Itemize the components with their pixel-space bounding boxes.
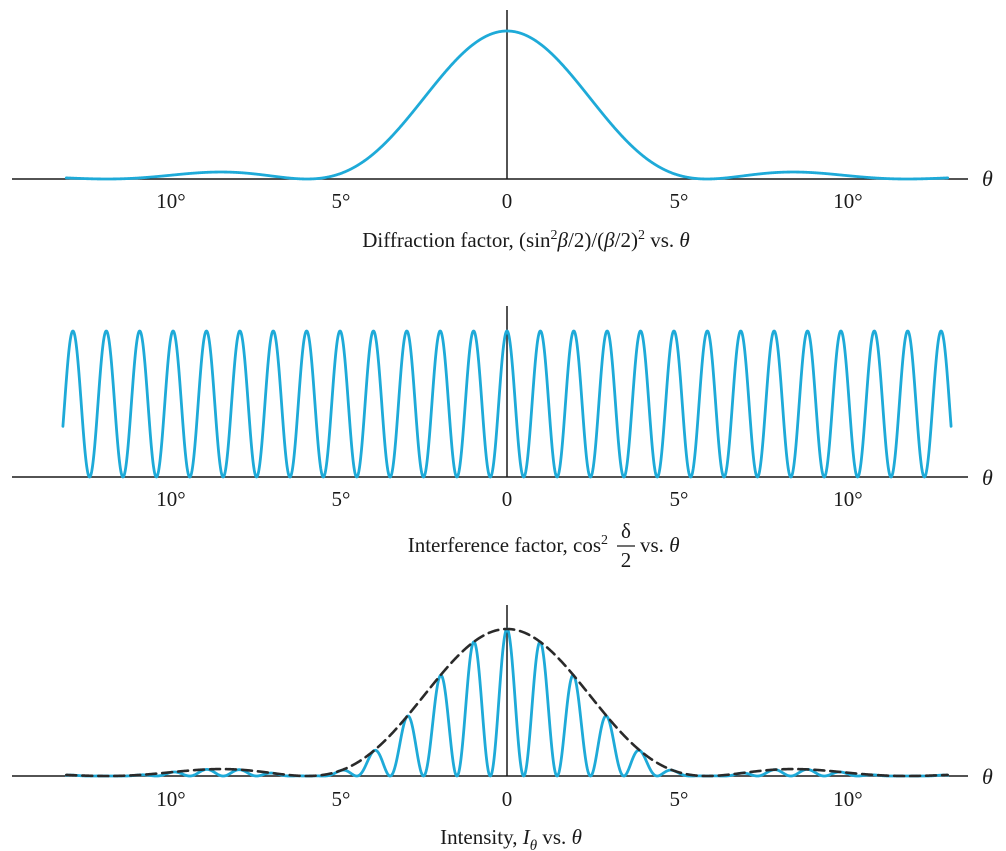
x-tick-label-neg10: 10° xyxy=(156,787,185,811)
x-tick-label-5: 5° xyxy=(670,487,689,511)
diffraction-panel: 10° 5° 0 5° 10° θ Diffraction factor, (s… xyxy=(12,10,993,252)
svg-text:Interference factor, cos2: Interference factor, cos2 xyxy=(408,533,608,557)
interference-curve xyxy=(61,329,953,479)
x-tick-label-10: 10° xyxy=(833,787,862,811)
x-tick-label-10: 10° xyxy=(833,487,862,511)
x-tick-label-neg5: 5° xyxy=(332,787,351,811)
x-tick-label-5: 5° xyxy=(670,189,689,213)
x-tick-label-neg5: 5° xyxy=(332,487,351,511)
caption-fraction-denominator: 2 xyxy=(621,548,632,572)
x-axis-label: θ xyxy=(982,465,993,490)
x-tick-label-neg10: 10° xyxy=(156,189,185,213)
x-axis-label: θ xyxy=(982,764,993,789)
x-tick-label-0: 0 xyxy=(502,487,513,511)
svg-text:vs. θ: vs. θ xyxy=(640,533,680,557)
diffraction-curve xyxy=(64,29,950,181)
x-tick-label-10: 10° xyxy=(833,189,862,213)
x-tick-label-5: 5° xyxy=(670,787,689,811)
intensity-panel: 10° 5° 0 5° 10° θ Intensity, Iθ vs. θ xyxy=(12,605,993,851)
intensity-caption: Intensity, Iθ vs. θ xyxy=(440,825,582,851)
interference-caption: Interference factor, cos2 δ 2 vs. θ xyxy=(408,519,680,572)
x-axis-label: θ xyxy=(982,166,993,191)
interference-panel: 10° 5° 0 5° 10° θ Interference factor, c… xyxy=(12,306,993,572)
envelope-curve xyxy=(65,627,949,778)
diffraction-caption: Diffraction factor, (sin2β/2)/(β/2)2 vs.… xyxy=(362,228,689,252)
caption-fraction-numerator: δ xyxy=(621,519,631,543)
x-tick-label-neg10: 10° xyxy=(156,487,185,511)
x-tick-label-0: 0 xyxy=(502,189,513,213)
x-tick-label-neg5: 5° xyxy=(332,189,351,213)
x-tick-label-0: 0 xyxy=(502,787,513,811)
